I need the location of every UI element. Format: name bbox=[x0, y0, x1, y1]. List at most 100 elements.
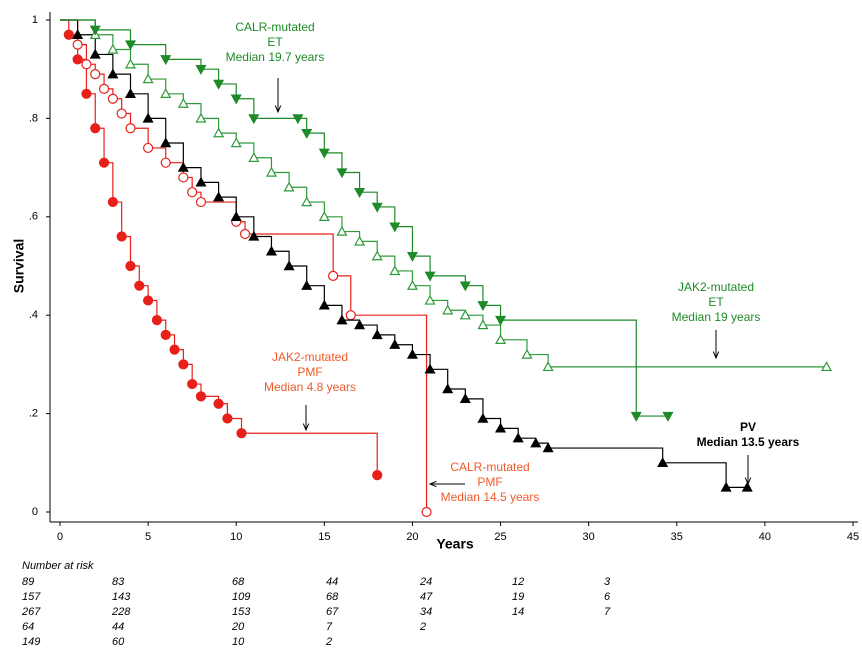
annotation-text: PV bbox=[740, 420, 756, 434]
marker bbox=[301, 196, 313, 207]
marker bbox=[477, 319, 489, 330]
marker bbox=[292, 114, 304, 125]
risk-count: 68 bbox=[232, 576, 245, 588]
survival-curve bbox=[60, 19, 428, 512]
marker bbox=[542, 361, 554, 372]
marker bbox=[630, 411, 642, 422]
marker bbox=[222, 413, 233, 424]
marker bbox=[143, 295, 154, 306]
x-tick-label: 15 bbox=[318, 531, 330, 543]
marker bbox=[195, 391, 207, 402]
marker bbox=[98, 83, 110, 94]
marker bbox=[178, 359, 189, 370]
marker bbox=[124, 58, 137, 69]
risk-count: 44 bbox=[112, 621, 124, 633]
marker bbox=[124, 40, 137, 51]
marker bbox=[142, 112, 154, 123]
marker bbox=[283, 181, 295, 192]
marker bbox=[116, 231, 127, 242]
x-tick-label: 20 bbox=[406, 531, 418, 543]
marker bbox=[459, 309, 471, 320]
annotation-text: Median 4.8 years bbox=[264, 380, 356, 394]
y-tick-label: .6 bbox=[29, 211, 38, 223]
marker bbox=[265, 166, 277, 177]
risk-count: 19 bbox=[512, 591, 524, 603]
marker bbox=[98, 157, 110, 168]
annotation-text: CALR-mutated bbox=[450, 460, 529, 474]
y-tick-label: .2 bbox=[29, 408, 38, 420]
risk-count: 67 bbox=[326, 606, 339, 618]
marker bbox=[63, 29, 74, 40]
marker bbox=[107, 43, 119, 54]
marker bbox=[371, 250, 383, 261]
marker bbox=[248, 114, 260, 125]
risk-count: 89 bbox=[22, 576, 34, 588]
marker bbox=[81, 88, 92, 99]
y-tick-label: .8 bbox=[29, 112, 38, 124]
marker bbox=[213, 398, 224, 409]
marker bbox=[213, 127, 225, 138]
marker bbox=[107, 93, 118, 104]
marker bbox=[741, 481, 753, 492]
x-tick-label: 30 bbox=[583, 531, 595, 543]
marker bbox=[495, 422, 507, 433]
risk-count: 12 bbox=[512, 576, 524, 588]
marker bbox=[389, 222, 401, 233]
risk-count: 24 bbox=[419, 576, 432, 588]
marker bbox=[406, 251, 418, 262]
marker bbox=[160, 329, 171, 340]
annotation-text: PMF bbox=[297, 365, 322, 379]
marker bbox=[662, 411, 674, 422]
marker bbox=[239, 228, 251, 240]
marker bbox=[657, 457, 669, 467]
x-tick-label: 25 bbox=[494, 531, 506, 543]
annotation-text: JAK2-mutated bbox=[678, 280, 754, 294]
annotation-text: Median 14.5 years bbox=[441, 490, 540, 504]
marker bbox=[406, 279, 418, 290]
x-tick-label: 10 bbox=[230, 531, 242, 543]
marker bbox=[107, 68, 119, 79]
risk-table-title: Number at risk bbox=[22, 560, 94, 572]
risk-count: 3 bbox=[604, 576, 611, 588]
marker bbox=[230, 211, 242, 221]
arrow-head bbox=[428, 480, 437, 488]
marker bbox=[125, 123, 136, 134]
marker bbox=[81, 59, 92, 70]
marker bbox=[821, 361, 833, 372]
risk-count: 64 bbox=[22, 621, 34, 633]
arrow-head bbox=[712, 351, 720, 360]
marker bbox=[328, 270, 339, 281]
risk-count: 20 bbox=[231, 621, 245, 633]
marker bbox=[213, 191, 225, 202]
marker bbox=[89, 25, 101, 36]
marker bbox=[195, 196, 207, 208]
marker bbox=[336, 225, 348, 236]
marker bbox=[301, 128, 313, 139]
marker bbox=[230, 94, 242, 105]
marker bbox=[213, 79, 225, 90]
marker bbox=[265, 245, 277, 256]
x-tick-label: 40 bbox=[759, 531, 771, 543]
marker bbox=[195, 64, 207, 75]
marker bbox=[318, 148, 330, 159]
marker bbox=[283, 260, 295, 271]
marker bbox=[345, 310, 356, 321]
marker bbox=[124, 88, 137, 99]
marker bbox=[187, 187, 198, 198]
marker bbox=[90, 123, 101, 134]
risk-count: 68 bbox=[326, 591, 339, 603]
marker bbox=[459, 393, 471, 404]
marker bbox=[116, 108, 127, 119]
x-tick-label: 0 bbox=[57, 531, 63, 543]
marker bbox=[421, 506, 432, 518]
risk-count: 10 bbox=[232, 636, 245, 648]
marker bbox=[89, 48, 101, 59]
survival-curve bbox=[60, 19, 668, 417]
marker bbox=[336, 314, 348, 325]
annotation-text: JAK2-mutated bbox=[272, 350, 348, 364]
y-tick-label: 1 bbox=[32, 14, 38, 26]
marker bbox=[177, 161, 189, 172]
annotation-text: ET bbox=[708, 295, 724, 309]
marker bbox=[178, 172, 189, 183]
marker bbox=[512, 432, 524, 443]
